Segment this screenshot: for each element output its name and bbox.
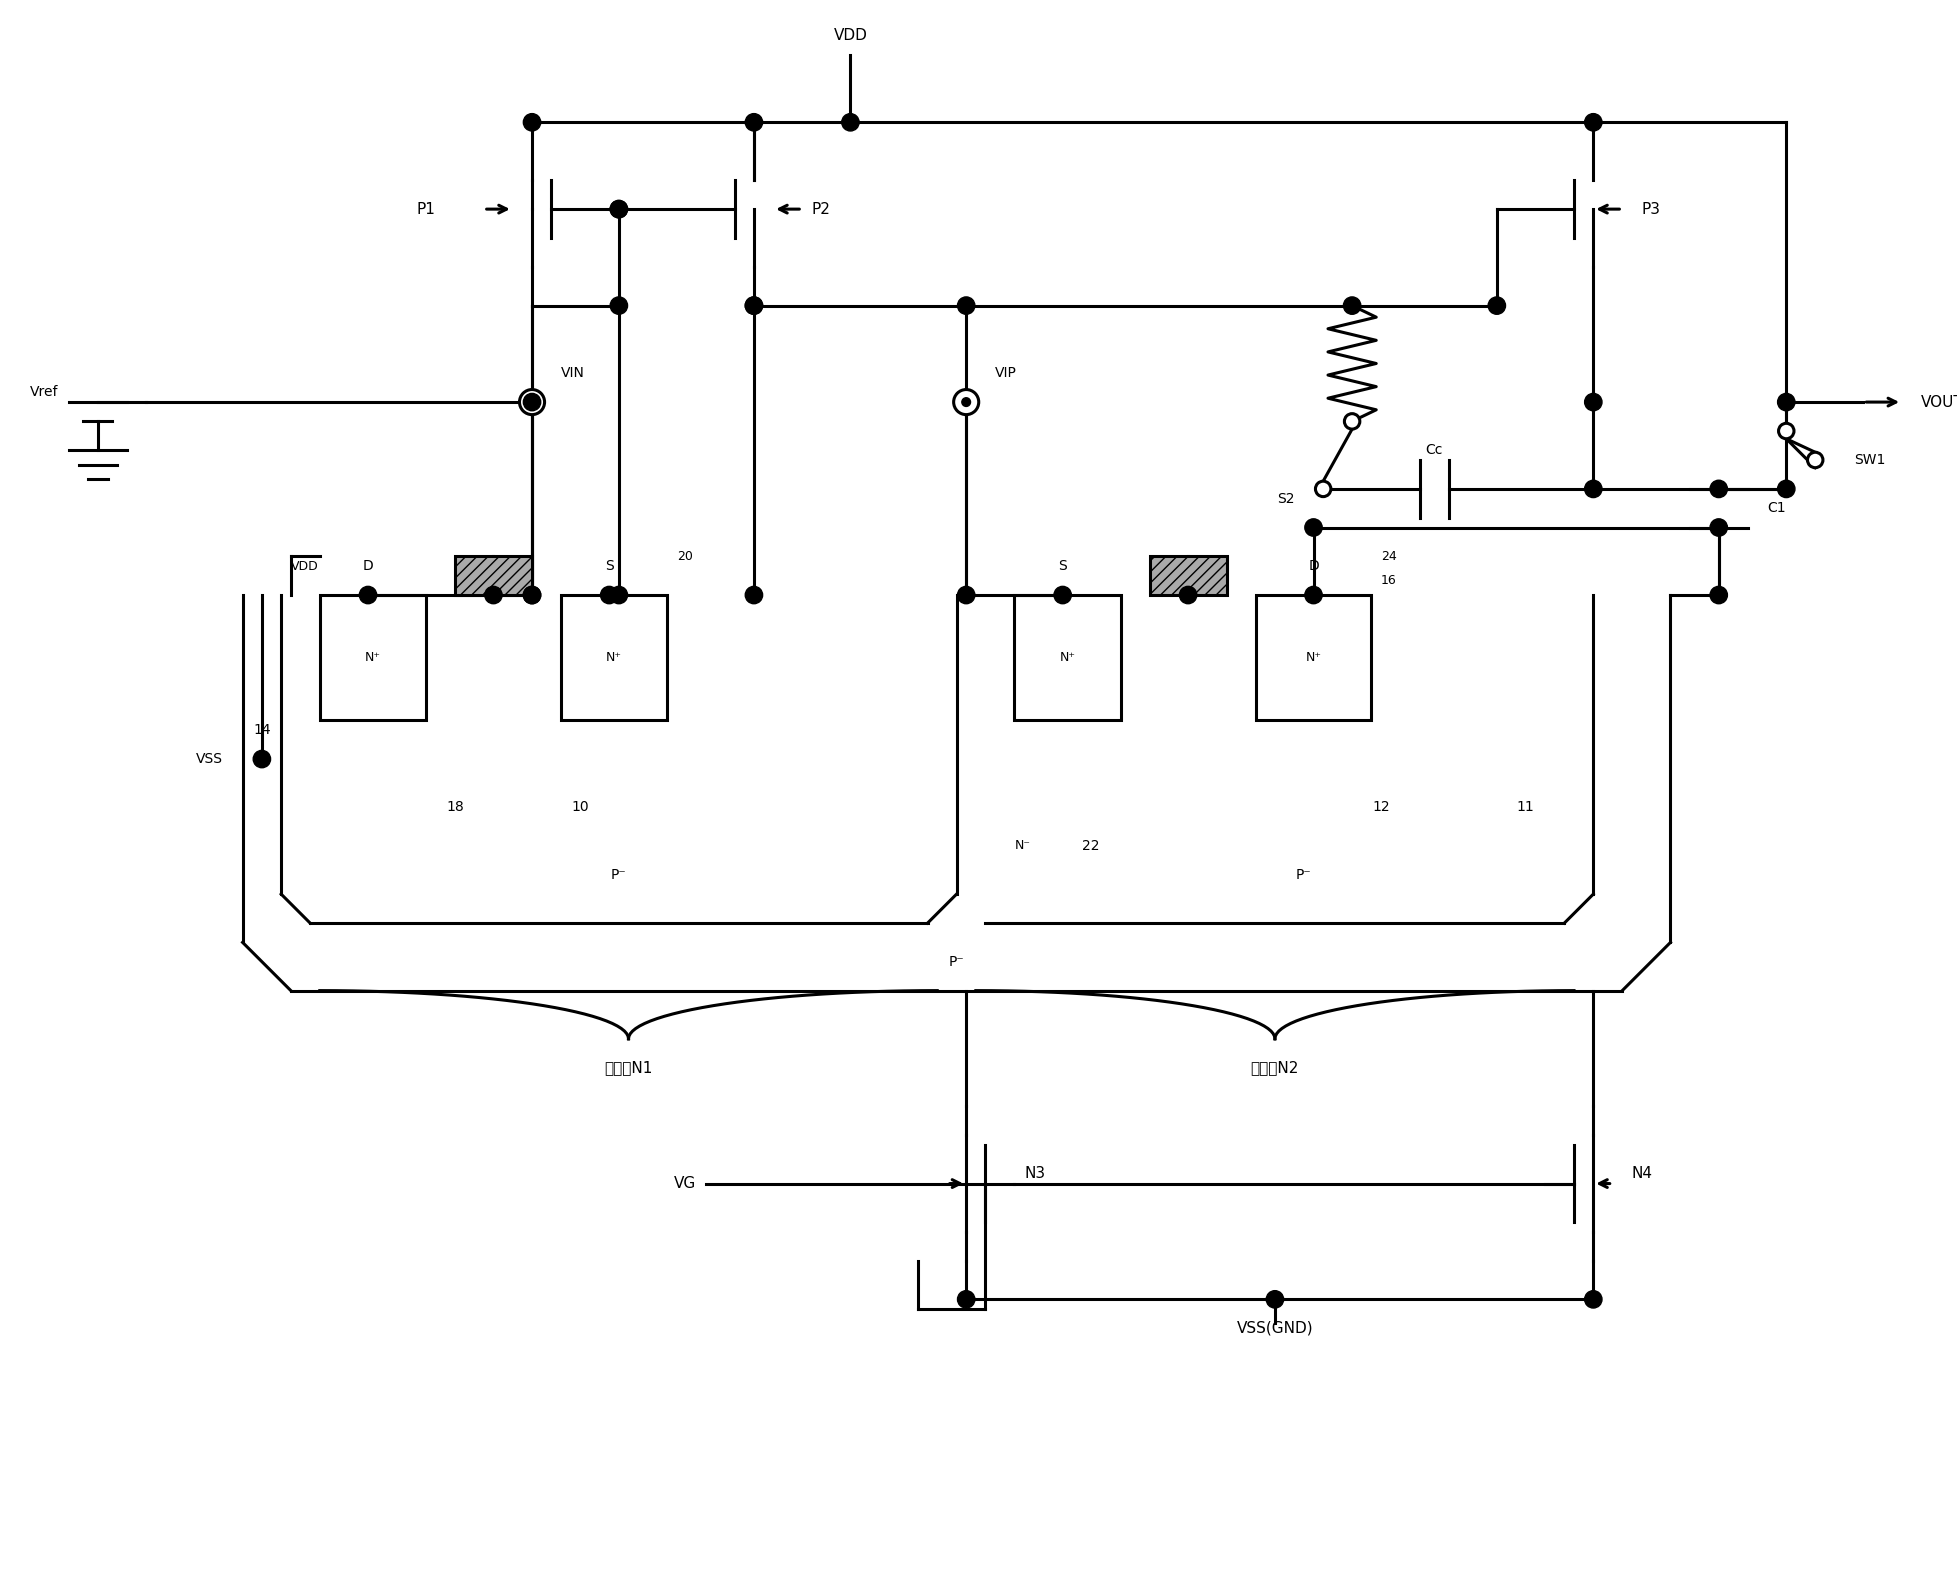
- Text: N⁻: N⁻: [1014, 840, 1029, 853]
- Text: P1: P1: [417, 202, 434, 216]
- Bar: [319, 596, 427, 720]
- Text: N⁺: N⁺: [607, 651, 622, 663]
- Text: N4: N4: [1630, 1166, 1652, 1182]
- Bar: [1149, 556, 1225, 596]
- Circle shape: [746, 296, 761, 314]
- Circle shape: [1178, 586, 1196, 604]
- Text: VIN: VIN: [562, 366, 585, 380]
- Circle shape: [523, 113, 540, 131]
- Circle shape: [1806, 452, 1822, 468]
- Text: P⁻: P⁻: [949, 955, 965, 969]
- Circle shape: [746, 586, 761, 604]
- Circle shape: [485, 586, 501, 604]
- Circle shape: [1343, 296, 1360, 314]
- Circle shape: [746, 113, 761, 131]
- Text: N3: N3: [1024, 1166, 1045, 1182]
- Circle shape: [1487, 296, 1505, 314]
- Text: D: D: [1307, 559, 1319, 574]
- Circle shape: [611, 200, 628, 217]
- Text: Cc: Cc: [1425, 443, 1442, 457]
- Bar: [1254, 596, 1370, 720]
- Circle shape: [611, 200, 628, 217]
- Bar: [454, 556, 532, 596]
- Text: 11: 11: [1517, 801, 1534, 815]
- Circle shape: [953, 389, 978, 414]
- Circle shape: [523, 586, 540, 604]
- Text: P⁻: P⁻: [1296, 868, 1311, 883]
- Text: 16: 16: [1380, 574, 1395, 588]
- Circle shape: [1303, 519, 1321, 536]
- Circle shape: [528, 397, 536, 407]
- Circle shape: [957, 296, 975, 314]
- Text: P3: P3: [1640, 202, 1660, 216]
- Circle shape: [1777, 394, 1795, 411]
- Circle shape: [1053, 586, 1070, 604]
- Text: N⁺: N⁺: [364, 651, 382, 663]
- Text: VDD: VDD: [292, 559, 319, 572]
- Circle shape: [842, 113, 859, 131]
- Text: S: S: [605, 559, 613, 574]
- Circle shape: [1266, 1291, 1284, 1308]
- Circle shape: [1708, 481, 1726, 498]
- Circle shape: [523, 394, 540, 411]
- Circle shape: [611, 586, 628, 604]
- Text: P⁻: P⁻: [611, 868, 626, 883]
- Bar: [1014, 596, 1119, 720]
- Text: VSS: VSS: [196, 752, 223, 766]
- Circle shape: [1315, 481, 1331, 496]
- Text: D: D: [362, 559, 374, 574]
- Circle shape: [957, 1291, 975, 1308]
- Text: VIP: VIP: [994, 366, 1016, 380]
- Circle shape: [1708, 586, 1726, 604]
- Text: Vref: Vref: [29, 386, 59, 399]
- Text: S2: S2: [1276, 492, 1294, 506]
- Text: C1: C1: [1765, 501, 1785, 515]
- Text: 24: 24: [1380, 550, 1395, 563]
- Circle shape: [611, 296, 628, 314]
- Circle shape: [523, 586, 540, 604]
- Text: N⁺: N⁺: [1059, 651, 1074, 663]
- Circle shape: [360, 586, 376, 604]
- Text: 18: 18: [446, 801, 464, 815]
- Text: 14: 14: [254, 723, 272, 738]
- Circle shape: [957, 586, 975, 604]
- Text: 20: 20: [677, 550, 693, 563]
- Text: VDD: VDD: [834, 28, 867, 43]
- Text: SW1: SW1: [1853, 452, 1885, 466]
- Circle shape: [961, 397, 971, 407]
- Circle shape: [1708, 519, 1726, 536]
- Circle shape: [746, 296, 761, 314]
- Text: 10: 10: [571, 801, 589, 815]
- Circle shape: [1583, 113, 1601, 131]
- Text: VG: VG: [673, 1176, 695, 1191]
- Circle shape: [1777, 424, 1793, 438]
- Text: 12: 12: [1372, 801, 1389, 815]
- Circle shape: [252, 750, 270, 768]
- Circle shape: [1777, 481, 1795, 498]
- Text: P2: P2: [812, 202, 830, 216]
- Text: 晶体管N2: 晶体管N2: [1251, 1061, 1297, 1075]
- Text: VOUT: VOUT: [1920, 394, 1957, 410]
- Circle shape: [1583, 394, 1601, 411]
- Text: 22: 22: [1082, 838, 1100, 853]
- Text: VSS(GND): VSS(GND): [1237, 1321, 1313, 1336]
- Text: S: S: [1057, 559, 1067, 574]
- Circle shape: [1344, 413, 1358, 429]
- Circle shape: [519, 389, 544, 414]
- Text: N⁺: N⁺: [1305, 651, 1321, 663]
- Text: 晶体管N1: 晶体管N1: [605, 1061, 652, 1075]
- Circle shape: [1583, 481, 1601, 498]
- Bar: [562, 596, 667, 720]
- Circle shape: [1303, 586, 1321, 604]
- Circle shape: [601, 586, 618, 604]
- Circle shape: [1583, 1291, 1601, 1308]
